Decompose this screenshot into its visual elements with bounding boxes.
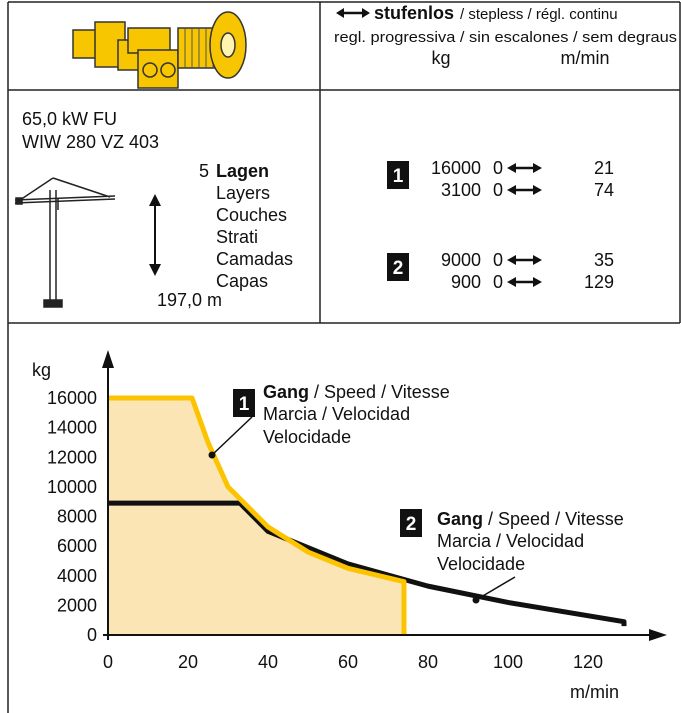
- annotation-line2: Marcia / Velocidad: [437, 531, 584, 551]
- y-tick-label: 6000: [57, 536, 97, 556]
- height-arrow: [149, 194, 161, 276]
- header-title: stufenlos / stepless / régl. continu: [374, 3, 618, 23]
- x-tick-label: 60: [338, 652, 358, 672]
- speed-max: 74: [594, 180, 614, 200]
- speed-min: 0: [493, 180, 503, 200]
- speed-max: 35: [594, 250, 614, 270]
- annotation-text: / Speed / Vitesse: [488, 509, 624, 529]
- y-tick-label: 4000: [57, 566, 97, 586]
- leader-line: [476, 577, 515, 600]
- datasheet: stufenlos / stepless / régl. continu regl…: [0, 0, 681, 713]
- y-tick-label: 16000: [47, 388, 97, 408]
- speed-max: 21: [594, 158, 614, 178]
- badge-label: 1: [393, 166, 404, 187]
- layer-label: Capas: [216, 271, 268, 291]
- layer-label: Strati: [216, 227, 258, 247]
- badge-label: 1: [239, 394, 250, 415]
- badge-label: 2: [393, 258, 404, 279]
- arrow-head: [507, 185, 516, 195]
- x-tick-label: 20: [178, 652, 198, 672]
- x-tick-label: 100: [493, 652, 523, 672]
- layer-label: Couches: [216, 205, 287, 225]
- y-axis-label: kg: [32, 360, 51, 380]
- arrow-head: [507, 255, 516, 265]
- x-axis-label: m/min: [570, 682, 619, 702]
- layer-label: Lagen: [216, 161, 269, 181]
- x-tick-label: 80: [418, 652, 438, 672]
- y-tick-label: 12000: [47, 447, 97, 467]
- annotation-line3: Velocidade: [437, 554, 525, 574]
- chart: 0 2000 4000 6000 8000 10000 12000 14000 16000 0 20…: [32, 350, 667, 702]
- y-tick-label: 10000: [47, 477, 97, 497]
- arrow-head: [533, 163, 542, 173]
- header-line2: regl. progressiva / sin escalones / sem …: [334, 29, 677, 46]
- annotation-line: Gang/ Speed / Vitesse: [437, 509, 624, 529]
- header-title-bold: stufenlos: [374, 3, 454, 23]
- annotation-bold: Gang: [263, 382, 309, 402]
- layer-label: Camadas: [216, 249, 293, 269]
- y-tick-label: 8000: [57, 507, 97, 527]
- annotation-text: / Speed / Vitesse: [314, 382, 450, 402]
- load: 900: [451, 272, 481, 292]
- arrow-head: [533, 255, 542, 265]
- x-tick-label: 0: [103, 652, 113, 672]
- x-tick-label: 40: [258, 652, 278, 672]
- annotation-bold: Gang: [437, 509, 483, 529]
- spec-height: 197,0 m: [157, 290, 222, 310]
- leader-line: [212, 417, 252, 455]
- y-tick-label: 14000: [47, 418, 97, 438]
- annotation-line3: Velocidade: [263, 427, 351, 447]
- load: 3100: [441, 180, 481, 200]
- speed-min: 0: [493, 158, 503, 178]
- arrow-head: [507, 163, 516, 173]
- arrow-head: [507, 277, 516, 287]
- y-tick-label: 0: [87, 625, 97, 645]
- spec-model: WIW 280 VZ 403: [22, 132, 159, 152]
- annotation-line2: Marcia / Velocidad: [263, 404, 410, 424]
- unit-speed: m/min: [561, 48, 610, 68]
- winch-icon: [73, 12, 246, 88]
- spec-power: 65,0 kW FU: [22, 109, 117, 129]
- header-arrow: [336, 8, 370, 18]
- y-tick-label: 2000: [57, 595, 97, 615]
- arrow-head: [533, 185, 542, 195]
- layers-count: 5: [199, 161, 209, 181]
- speed-min: 0: [493, 272, 503, 292]
- header-subtitle: / stepless / régl. continu: [460, 6, 618, 23]
- unit-load: kg: [431, 48, 450, 68]
- arrow-head: [533, 277, 542, 287]
- y-axis-arrow: [102, 350, 114, 368]
- leader-dot: [473, 597, 480, 604]
- layer-label: Layers: [216, 183, 270, 203]
- speed-min: 0: [493, 250, 503, 270]
- load: 9000: [441, 250, 481, 270]
- speed-max: 129: [584, 272, 614, 292]
- x-tick-label: 120: [573, 652, 603, 672]
- annotation-line: Gang/ Speed / Vitesse: [263, 382, 450, 402]
- x-axis-arrow: [649, 629, 667, 641]
- leader-dot: [209, 452, 216, 459]
- load: 16000: [431, 158, 481, 178]
- crane-icon: [15, 178, 115, 307]
- badge-label: 2: [406, 514, 417, 535]
- page: stufenlos / stepless / régl. continu regl…: [0, 0, 681, 713]
